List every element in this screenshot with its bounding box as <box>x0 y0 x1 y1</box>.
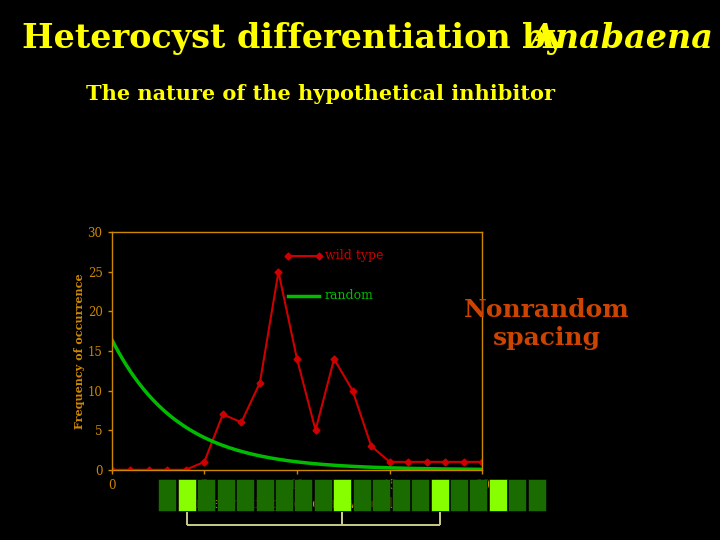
X-axis label: Intervening vegetative cells: Intervening vegetative cells <box>189 497 405 511</box>
Bar <box>217 479 235 510</box>
Bar <box>431 479 449 510</box>
Bar <box>197 479 215 510</box>
Bar <box>489 479 507 510</box>
Text: Anabaena: Anabaena <box>529 22 713 55</box>
Bar <box>392 479 410 510</box>
Text: Heterocyst differentiation by: Heterocyst differentiation by <box>22 22 576 55</box>
Bar <box>158 479 176 510</box>
Bar <box>236 479 254 510</box>
Bar <box>450 479 468 510</box>
Bar <box>469 479 487 510</box>
Y-axis label: Frequency of occurrence: Frequency of occurrence <box>73 273 85 429</box>
Bar <box>256 479 274 510</box>
Bar <box>333 479 351 510</box>
Bar <box>294 479 312 510</box>
Bar <box>372 479 390 510</box>
Bar <box>178 479 196 510</box>
Bar <box>528 479 546 510</box>
Text: Nonrandom
spacing: Nonrandom spacing <box>464 298 630 350</box>
Text: wild type: wild type <box>325 249 383 262</box>
Bar <box>314 479 332 510</box>
Text: The nature of the hypothetical inhibitor: The nature of the hypothetical inhibitor <box>86 84 555 104</box>
Bar <box>353 479 371 510</box>
Bar <box>508 479 526 510</box>
Bar <box>411 479 429 510</box>
Bar <box>275 479 293 510</box>
Text: random: random <box>325 289 374 302</box>
